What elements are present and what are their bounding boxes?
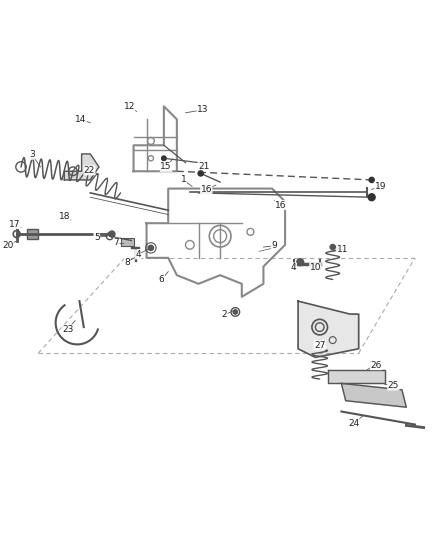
- Text: 14: 14: [75, 115, 86, 124]
- Polygon shape: [64, 154, 99, 180]
- Circle shape: [297, 259, 304, 265]
- Circle shape: [369, 177, 374, 182]
- Text: 21: 21: [198, 163, 209, 172]
- Text: 17: 17: [9, 220, 20, 229]
- Text: 5: 5: [94, 232, 99, 241]
- Text: 9: 9: [272, 241, 277, 250]
- Text: 18: 18: [59, 212, 70, 221]
- Polygon shape: [341, 383, 406, 407]
- Circle shape: [198, 171, 203, 176]
- Text: 4: 4: [135, 250, 141, 259]
- Text: 1: 1: [180, 175, 186, 184]
- Text: 16: 16: [201, 185, 212, 194]
- Text: 26: 26: [370, 361, 381, 370]
- Text: 12: 12: [124, 102, 135, 111]
- Text: 22: 22: [84, 166, 95, 175]
- Text: 20: 20: [2, 241, 14, 250]
- Text: 6: 6: [159, 275, 165, 284]
- Text: 3: 3: [29, 150, 35, 159]
- Bar: [120, 238, 134, 246]
- Text: 7: 7: [113, 238, 119, 247]
- Text: 23: 23: [62, 325, 74, 334]
- Text: 16: 16: [275, 200, 286, 209]
- Text: 4: 4: [291, 263, 297, 272]
- Text: 8: 8: [124, 257, 130, 266]
- Text: 13: 13: [197, 106, 208, 114]
- Text: 24: 24: [348, 419, 359, 427]
- Text: 10: 10: [310, 263, 321, 272]
- Polygon shape: [328, 370, 385, 383]
- Circle shape: [330, 245, 336, 249]
- Circle shape: [162, 156, 166, 160]
- Circle shape: [368, 194, 375, 201]
- Text: 2: 2: [222, 311, 227, 319]
- Circle shape: [109, 231, 115, 237]
- Circle shape: [233, 310, 237, 314]
- Circle shape: [148, 245, 153, 251]
- Text: 27: 27: [314, 341, 325, 350]
- Bar: [28, 229, 38, 239]
- Text: 11: 11: [336, 245, 348, 254]
- Text: 25: 25: [388, 381, 399, 390]
- Text: 15: 15: [160, 163, 172, 172]
- Text: 19: 19: [374, 182, 386, 191]
- Polygon shape: [298, 301, 359, 358]
